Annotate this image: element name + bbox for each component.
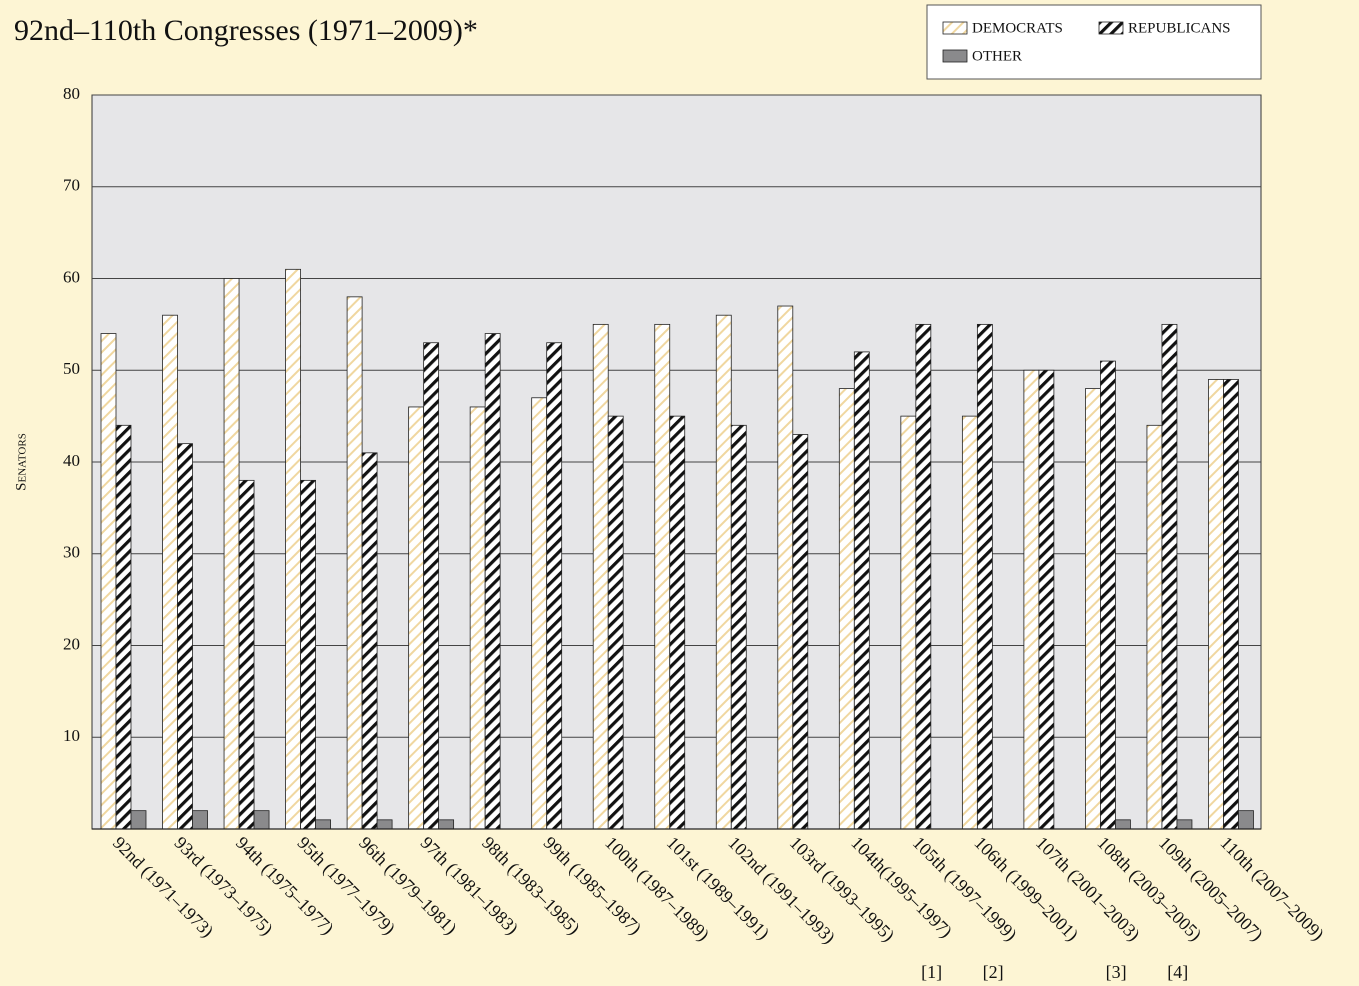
bar [315, 819, 331, 830]
bar [1176, 819, 1193, 830]
bar [792, 434, 809, 830]
category-note: [4] [1167, 962, 1188, 982]
bar [484, 333, 501, 830]
bar [730, 424, 747, 830]
bar [915, 323, 932, 830]
bar [1146, 424, 1163, 830]
bar [469, 406, 486, 830]
y-tick-label: 10 [63, 726, 80, 745]
bar [1238, 810, 1254, 830]
bar [607, 415, 624, 830]
bar [1023, 369, 1040, 830]
bar [408, 406, 425, 830]
bar [253, 810, 270, 830]
chart-title: 92nd–110th Congresses (1971–2009)* [14, 14, 478, 47]
bar [900, 415, 917, 830]
bar [177, 443, 193, 830]
x-tick-label: 103rd (1993–1995) [785, 833, 898, 946]
x-tick-label: 108th (2003–2005) [1093, 833, 1206, 946]
x-tick-label: 110th (2007–2009) [1216, 833, 1328, 945]
x-tick-label: 105th (1997–1999) [908, 833, 1021, 946]
bar [1115, 819, 1131, 830]
legend-swatch [942, 21, 968, 35]
bar [1223, 379, 1239, 830]
y-tick-label: 70 [63, 176, 80, 195]
legend-label: OTHER [972, 48, 1022, 64]
legend-label: REPUBLICANS [1128, 20, 1231, 36]
bar [592, 323, 609, 830]
bar [1038, 369, 1055, 830]
y-tick-label: 80 [63, 84, 80, 103]
bar [285, 268, 301, 830]
bar [1100, 360, 1116, 830]
y-tick-label: 50 [63, 359, 80, 378]
legend-swatch [942, 49, 968, 63]
y-tick-label: 40 [63, 451, 80, 470]
bar [423, 342, 440, 830]
bar [669, 415, 686, 830]
bar [223, 278, 240, 830]
y-tick-label: 30 [63, 543, 80, 562]
bar [115, 424, 132, 830]
category-note: [2] [983, 962, 1004, 982]
bar [192, 810, 208, 830]
x-tick-label: 100th (1987–1989) [601, 833, 714, 946]
bar [1085, 388, 1101, 830]
x-tick-label: 101st (1989–1991) [662, 833, 773, 944]
bar [838, 388, 855, 830]
bar [961, 415, 978, 830]
bar [300, 479, 316, 830]
bar [162, 314, 178, 830]
x-tick-label: 106th (1999–2001) [970, 833, 1083, 946]
bar [238, 479, 255, 830]
x-tick-label: 109th (2005–2007) [1154, 833, 1267, 946]
bar [546, 342, 563, 830]
bar [777, 305, 794, 830]
y-tick-label: 20 [63, 634, 80, 653]
bar [361, 452, 378, 830]
x-tick-label: 107th (2001–2003) [1031, 833, 1144, 946]
y-axis-label: Senators [13, 433, 29, 491]
bar [976, 323, 993, 830]
bar [853, 351, 870, 830]
bar [346, 296, 363, 830]
legend-swatch [1098, 21, 1124, 35]
legend-box [926, 4, 1262, 80]
x-tick-label: 102nd (1991–1993) [724, 833, 840, 949]
category-note: [1] [921, 962, 942, 982]
bar [100, 333, 117, 830]
bar [376, 819, 393, 830]
y-tick-label: 60 [63, 267, 80, 286]
bar [438, 819, 455, 830]
bar [130, 810, 147, 830]
bar [654, 323, 671, 830]
bar [531, 397, 548, 830]
bar [1161, 323, 1178, 830]
category-note: [3] [1106, 962, 1127, 982]
bar [715, 314, 732, 830]
legend-label: DEMOCRATS [972, 20, 1063, 36]
bar [1208, 379, 1224, 830]
